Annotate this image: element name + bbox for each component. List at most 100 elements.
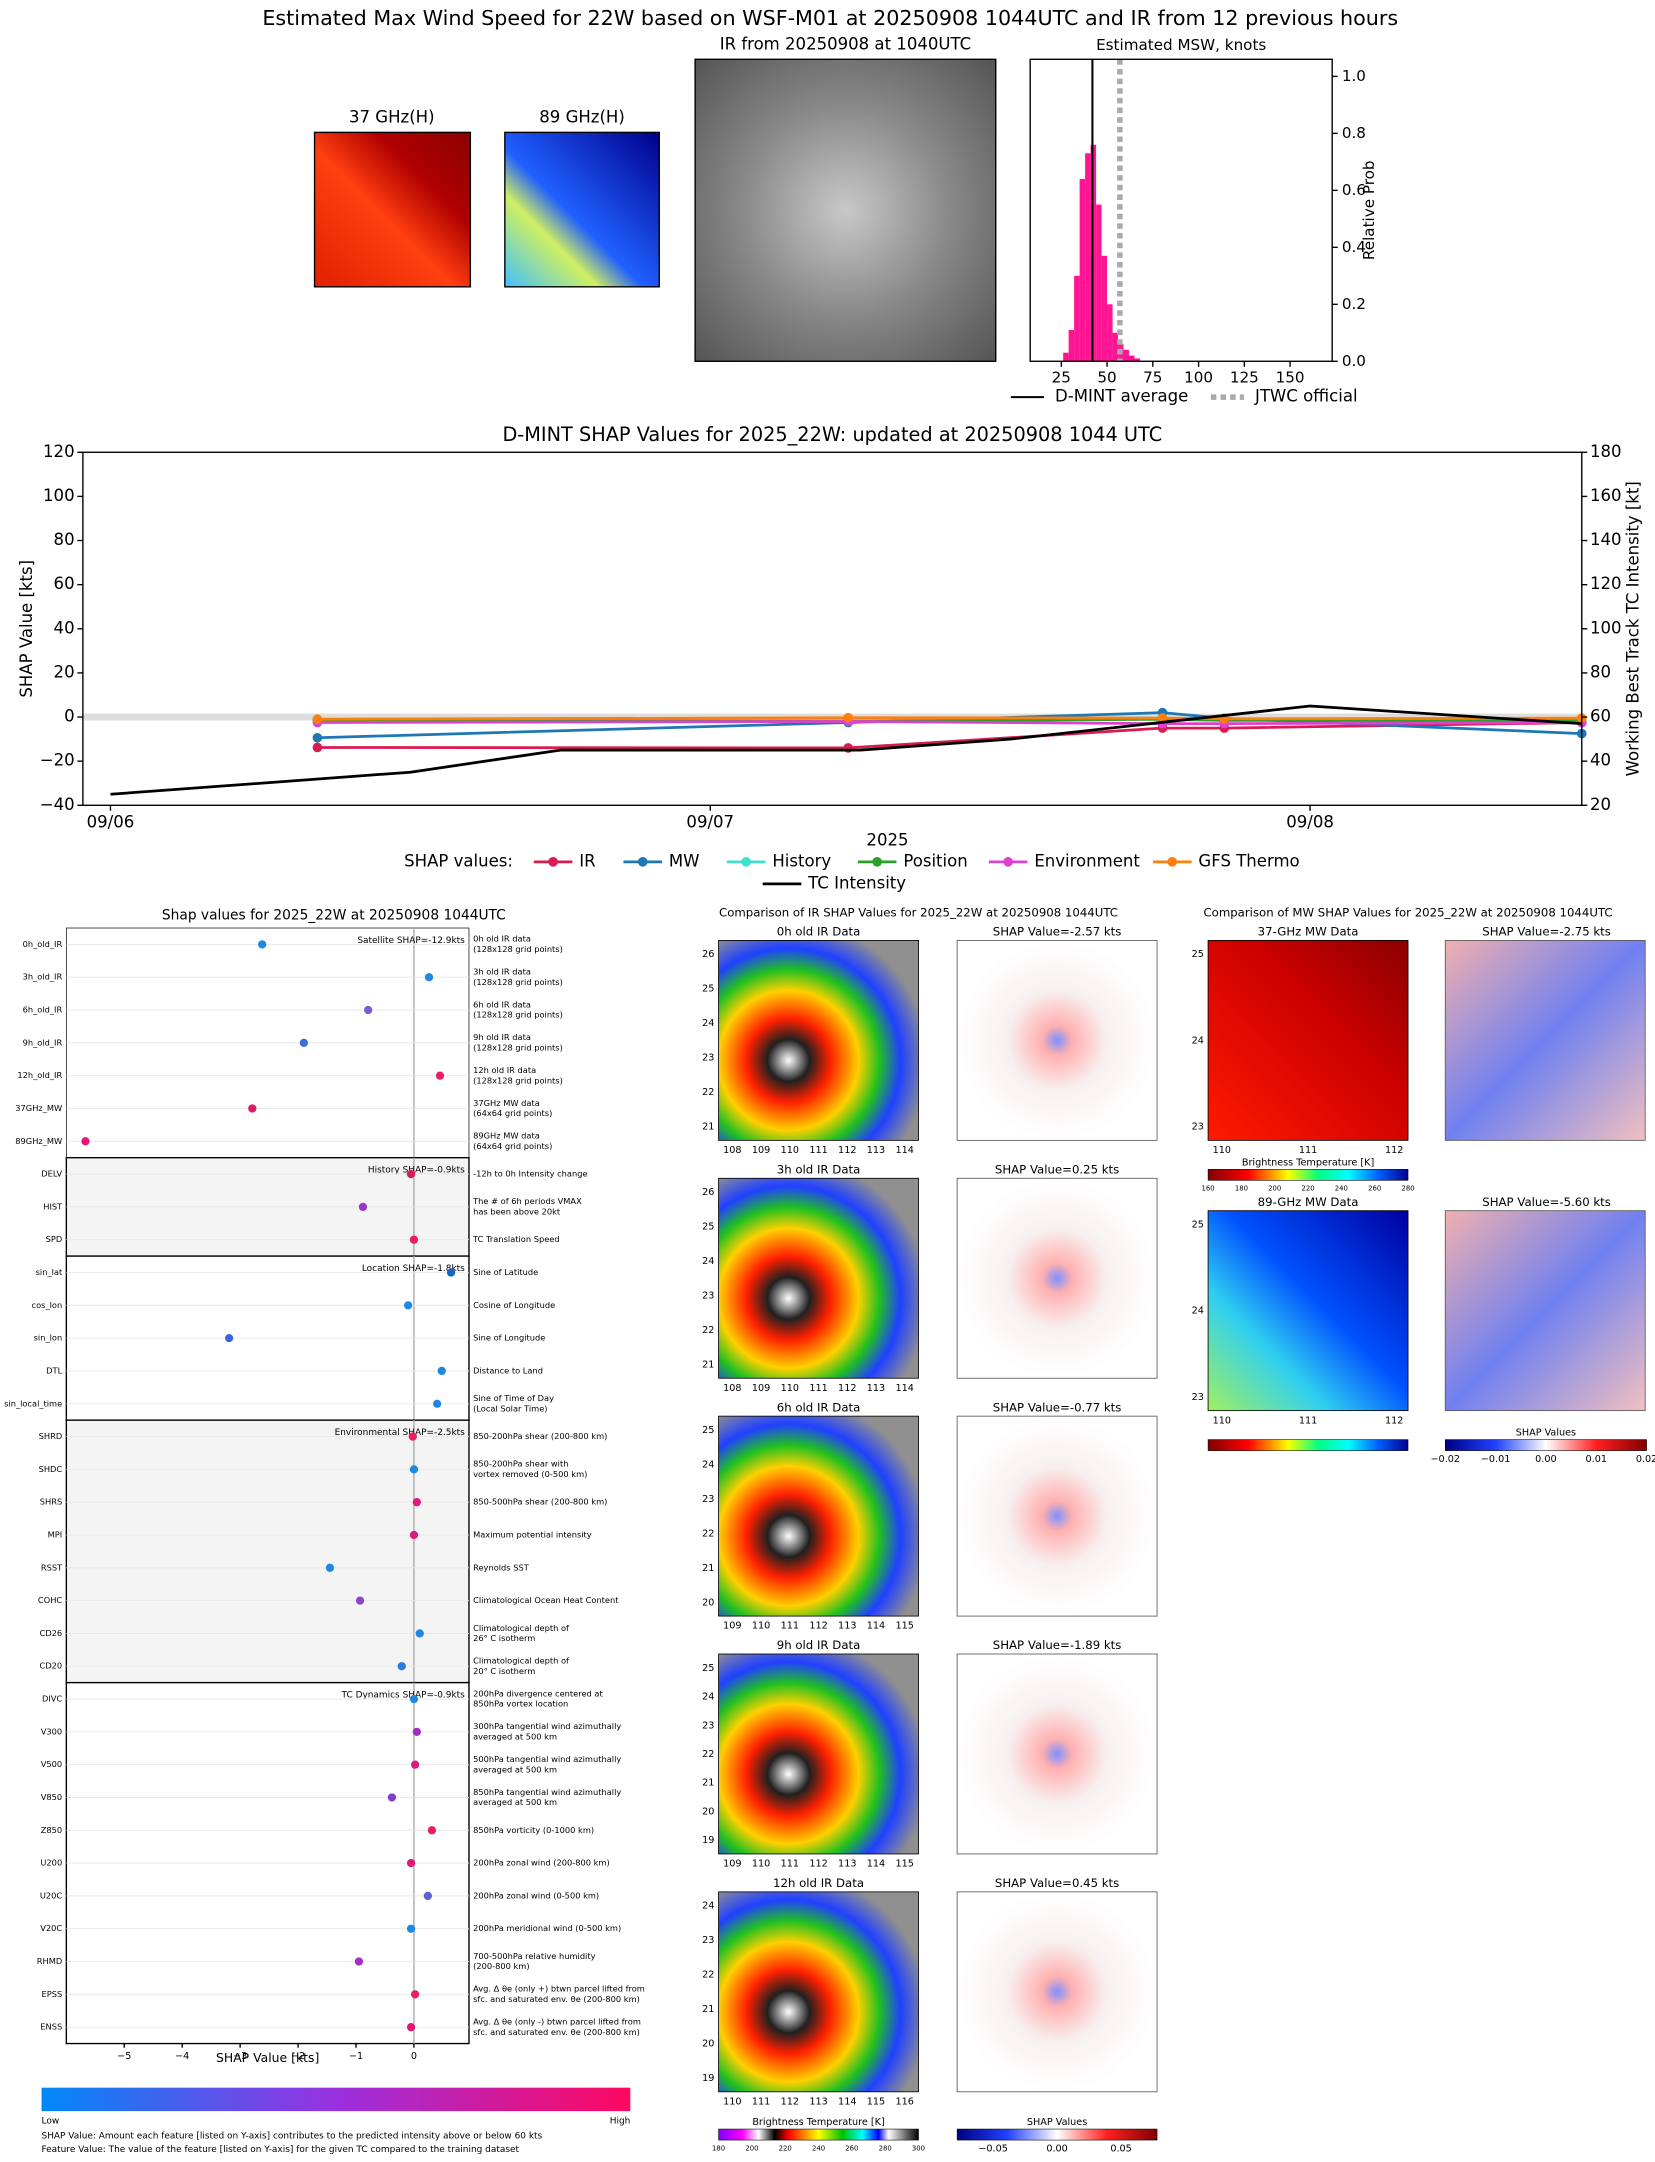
x-tick-label: 09/07 <box>686 813 734 832</box>
panel-title: SHAP Value=0.45 kts <box>995 1876 1119 1890</box>
y-tick-label: 26 <box>702 1187 714 1198</box>
x-tick-label: 113 <box>809 2096 827 2107</box>
colorbar-tick: 260 <box>845 2144 858 2152</box>
feature-name: U20C <box>40 1890 63 1900</box>
feature-description: Maximum potential intensity <box>473 1529 592 1539</box>
feature-description: 850hPa vorticity (0-1000 km) <box>473 1825 594 1835</box>
feature-name: COHC <box>38 1595 62 1605</box>
y2-axis-label: Working Best Track TC Intensity [kt] <box>1624 481 1643 776</box>
y-tick-label: 23 <box>702 1935 714 1946</box>
panel-title: 9h old IR Data <box>777 1638 861 1652</box>
feature-description: (128x128 grid points) <box>473 1010 563 1020</box>
feature-description: 850hPa vortex location <box>473 1699 568 1709</box>
colorbar <box>1207 1439 1409 1451</box>
feature-name: DTL <box>46 1365 62 1375</box>
feature-name: RHMD <box>37 1956 62 1966</box>
y-tick-label: 23 <box>702 1290 714 1301</box>
shap-image <box>956 940 1158 1141</box>
feature-description: sfc. and saturated env. θe (200-800 km) <box>473 2027 640 2037</box>
x-tick-label: 115 <box>896 1621 914 1632</box>
data-image <box>718 940 919 1141</box>
x-tick-label: 113 <box>838 1621 856 1632</box>
x-tick-label: 111 <box>1299 1415 1317 1426</box>
feature-dot <box>325 1563 335 1572</box>
x-tick-label: 111 <box>1299 1145 1317 1156</box>
bar <box>1101 255 1108 362</box>
feature-description: 3h old IR data <box>473 967 531 977</box>
feature-name: 9h_old_IR <box>23 1037 63 1047</box>
x-tick-label: 109 <box>752 1145 770 1156</box>
data-point <box>312 714 323 725</box>
data-image <box>718 1415 919 1617</box>
series-line <box>317 716 1582 721</box>
y-tick-label: 21 <box>702 1563 714 1574</box>
y-axis-label: SHAP Value [kts] <box>17 560 36 698</box>
colorbar-tick: 160 <box>1202 1185 1215 1193</box>
x-tick-label: 110 <box>1213 1415 1231 1426</box>
feature-dot <box>406 1169 416 1179</box>
x-tick-label: 110 <box>1213 1145 1231 1156</box>
figure-title: Estimated Max Wind Speed for 22W based o… <box>262 6 1398 30</box>
y-tick-label: 0.4 <box>1342 238 1366 256</box>
feature-dot <box>406 2023 416 2032</box>
feature-dot <box>437 1366 446 1376</box>
y-tick-label: 60 <box>54 574 75 593</box>
legend-label: JTWC official <box>1254 387 1358 406</box>
feature-name: U200 <box>40 1858 62 1868</box>
colorbar-label: Brightness Temperature [K] <box>1242 1157 1374 1168</box>
group-label: Location SHAP=-1.8kts <box>362 1264 465 1274</box>
panel-title: SHAP Value=-1.89 kts <box>993 1638 1122 1652</box>
y-tick-label: 0.8 <box>1342 124 1366 142</box>
footnote: Feature Value: The value of the feature … <box>42 2145 520 2155</box>
colorbar-tick: −0.02 <box>1430 1454 1460 1465</box>
feature-description: (128x128 grid points) <box>473 977 563 987</box>
colorbar-tick: 200 <box>745 2144 758 2152</box>
colorbar-tick: −0.01 <box>1481 1454 1511 1465</box>
axes-frame <box>1029 58 1333 362</box>
y-tick-label: 21 <box>702 1778 714 1789</box>
legend-title: SHAP values: <box>404 851 513 870</box>
feature-dot <box>404 1301 413 1310</box>
colorbar-low: Low <box>42 2116 60 2126</box>
x-tick-label: 75 <box>1143 368 1162 386</box>
feature-description: averaged at 500 km <box>473 1732 557 1742</box>
legend-label: D-MINT average <box>1055 387 1188 406</box>
feature-description: vortex removed (0-500 km) <box>473 1469 587 1479</box>
y2-tick-label: 100 <box>1590 618 1622 637</box>
y-tick-label: 40 <box>54 618 75 637</box>
x-tick-label: 111 <box>809 1383 827 1394</box>
y2-tick-label: 60 <box>1590 707 1611 726</box>
feature-description: Climatological depth of <box>473 1623 570 1633</box>
colorbar-tick: 0.00 <box>1535 1454 1556 1465</box>
colorbar-tick: 280 <box>879 2144 892 2152</box>
feature-name: MPI <box>48 1529 63 1539</box>
y-tick-label: 19 <box>702 2073 714 2084</box>
y-tick-label: 25 <box>702 1222 714 1233</box>
x-tick-label: −2 <box>291 2051 305 2062</box>
legend-marker <box>637 856 648 867</box>
y-tick-label: 24 <box>702 1692 714 1703</box>
feature-dot <box>432 1399 442 1408</box>
shap-image <box>1444 1210 1646 1412</box>
y-tick-label: 23 <box>702 1053 714 1064</box>
legend-label: History <box>772 851 831 870</box>
y-tick-label: 22 <box>702 1087 714 1098</box>
feature-description: Avg. Δ θe (only -) btwn parcel lifted fr… <box>473 2016 641 2026</box>
panel-title: 89-GHz MW Data <box>1258 1195 1359 1209</box>
x-tick-label: 112 <box>781 2096 799 2107</box>
feature-description: 850-200hPa shear (200-800 km) <box>473 1431 607 1441</box>
feature-description: (128x128 grid points) <box>473 1043 563 1053</box>
x-tick-label: 108 <box>723 1383 741 1394</box>
x-tick-label: 109 <box>723 1621 741 1632</box>
feature-dot <box>299 1038 309 1047</box>
x-tick-label: 112 <box>838 1383 856 1394</box>
feature-description: 200hPa zonal wind (200-800 km) <box>473 1858 610 1868</box>
x-tick-label: −5 <box>117 2051 131 2062</box>
feature-name: DIVC <box>42 1694 62 1704</box>
feature-dot <box>427 1826 437 1835</box>
colorbar-tick: 240 <box>1335 1185 1348 1193</box>
bar <box>1079 178 1086 362</box>
feature-name: CD20 <box>40 1661 63 1671</box>
panel-title: 37-GHz MW Data <box>1258 925 1359 939</box>
x-tick-label: 114 <box>867 1621 885 1632</box>
